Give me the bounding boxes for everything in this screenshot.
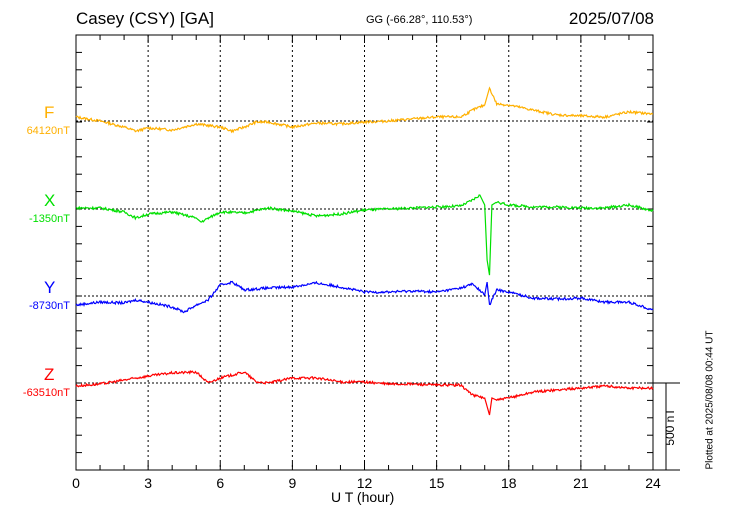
component-label-y: Y [44,278,56,297]
component-label-z: Z [44,365,55,384]
date: 2025/07/08 [568,9,654,28]
x-axis-label: U T (hour) [331,489,395,505]
x-tick-label: 0 [72,475,80,491]
station-title: Casey (CSY) [GA] [76,9,214,28]
x-tick-label: 15 [429,475,445,491]
scale-bar-label: 500 nT [663,408,677,446]
baseline-label-x: -1350nT [29,213,70,225]
trace-f [75,86,654,134]
x-tick-label: 6 [216,475,224,491]
baseline-label-z: -63510nT [22,387,70,399]
baseline-label-f: 64120nT [26,125,70,137]
trace-y [75,280,654,314]
x-tick-label: 12 [357,475,373,491]
x-tick-label: 9 [288,475,296,491]
coordinates: GG (-66.28°, 110.53°) [366,14,473,26]
x-tick-label: 3 [144,475,152,491]
x-tick-label: 21 [573,475,589,491]
component-label-f: F [44,103,55,122]
trace-z [75,370,654,416]
component-label-x: X [44,191,56,210]
trace-x [75,194,654,276]
baseline-label-y: -8730nT [29,300,70,312]
x-tick-label: 24 [645,475,661,491]
x-tick-label: 18 [501,475,517,491]
plotted-at-note: Plotted at 2025/08/08 00:44 UT [704,330,716,470]
